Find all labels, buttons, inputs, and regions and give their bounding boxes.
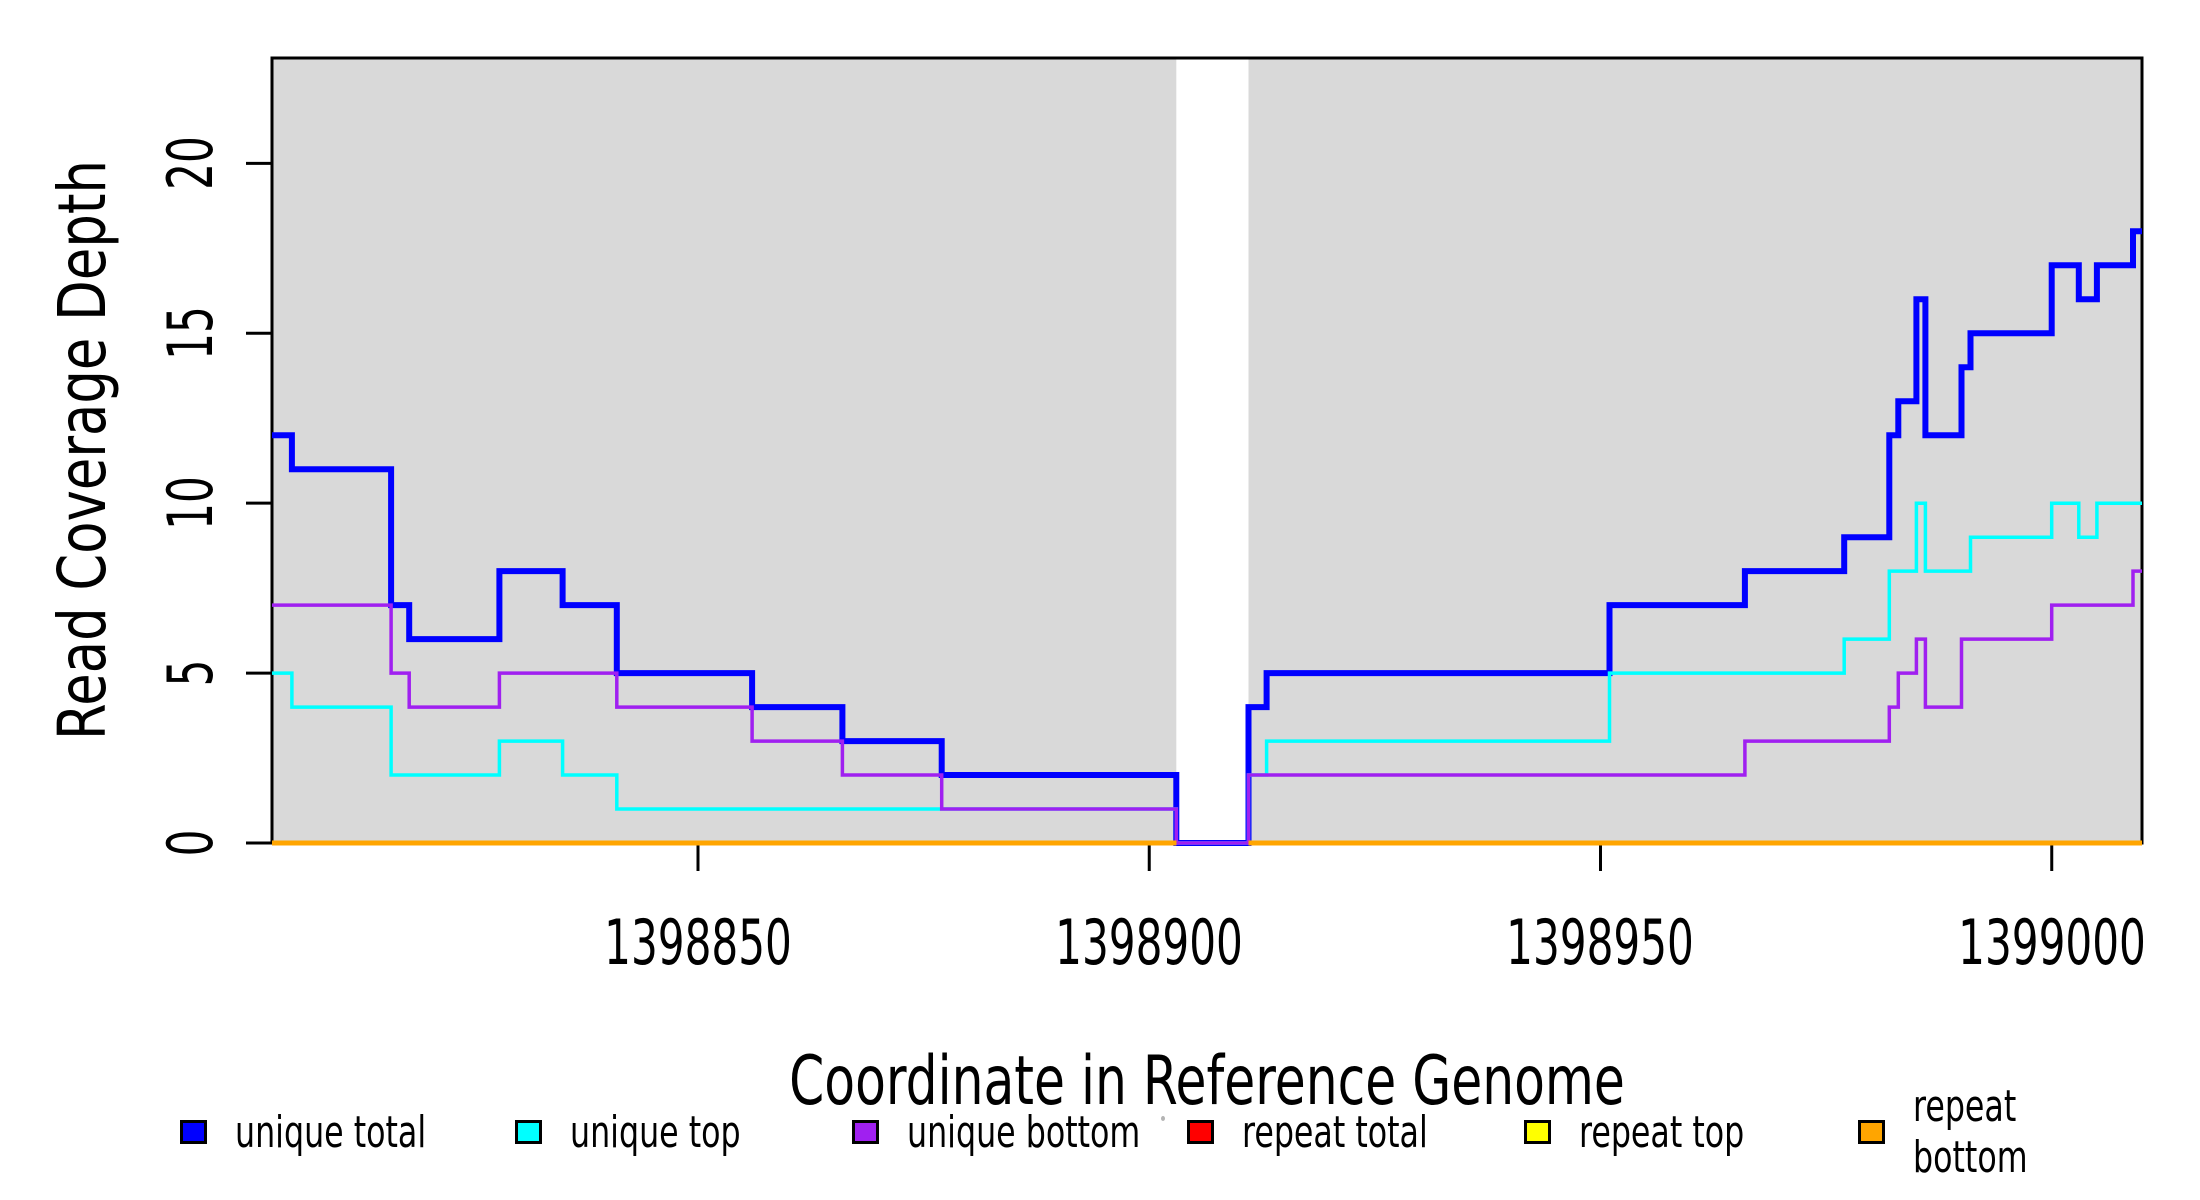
x-axis-title: Coordinate in Reference Genome xyxy=(789,1042,1625,1121)
series-line-unique-bottom xyxy=(272,569,2142,845)
legend-label: unique top xyxy=(570,1106,741,1158)
x-tick-label: 1398900 xyxy=(1055,906,1244,979)
x-tick-label: 1398850 xyxy=(604,906,792,979)
series-line-unique-total xyxy=(272,228,2142,846)
y-tick-label: 15 xyxy=(154,306,227,361)
legend-item-unique-top: unique top xyxy=(515,1106,807,1158)
legend-item-repeat-total: repeat total xyxy=(1187,1106,1500,1158)
series-line-unique-top xyxy=(272,501,2142,845)
y-tick-label: 20 xyxy=(154,136,227,191)
y-tick-label: 10 xyxy=(154,476,227,530)
legend-item-repeat-top: repeat top xyxy=(1524,1106,1809,1158)
y-tick-label: 0 xyxy=(154,829,227,857)
x-tick-label: 1398950 xyxy=(1506,906,1695,979)
x-tick-label: 1399000 xyxy=(1957,906,2146,979)
legend-swatch-icon xyxy=(515,1120,542,1144)
plot-bg-right xyxy=(1248,58,2142,843)
legend-swatch-icon xyxy=(1187,1120,1214,1144)
legend-swatch-icon xyxy=(180,1120,207,1144)
legend-label: repeat top xyxy=(1579,1106,1745,1158)
legend-label: unique bottom xyxy=(907,1106,1141,1158)
y-tick-label: 5 xyxy=(154,659,227,687)
legend-item-repeat-bottom: repeat bottom xyxy=(1858,1081,2200,1183)
legend-swatch-icon xyxy=(1858,1120,1885,1144)
legend-label: unique total xyxy=(235,1106,427,1158)
legend-item-unique-total: unique total xyxy=(180,1106,500,1158)
legend-label: repeat bottom xyxy=(1913,1081,2028,1183)
legend-label: repeat total xyxy=(1242,1106,1428,1158)
plot-bg-left xyxy=(272,58,1177,843)
legend-item-unique-bottom: unique bottom xyxy=(852,1106,1231,1158)
legend-swatch-icon xyxy=(1524,1120,1551,1144)
y-axis-title: Read Coverage Depth xyxy=(44,159,121,741)
stray-dot-artifact xyxy=(1161,1116,1165,1121)
legend-swatch-icon xyxy=(852,1120,879,1144)
